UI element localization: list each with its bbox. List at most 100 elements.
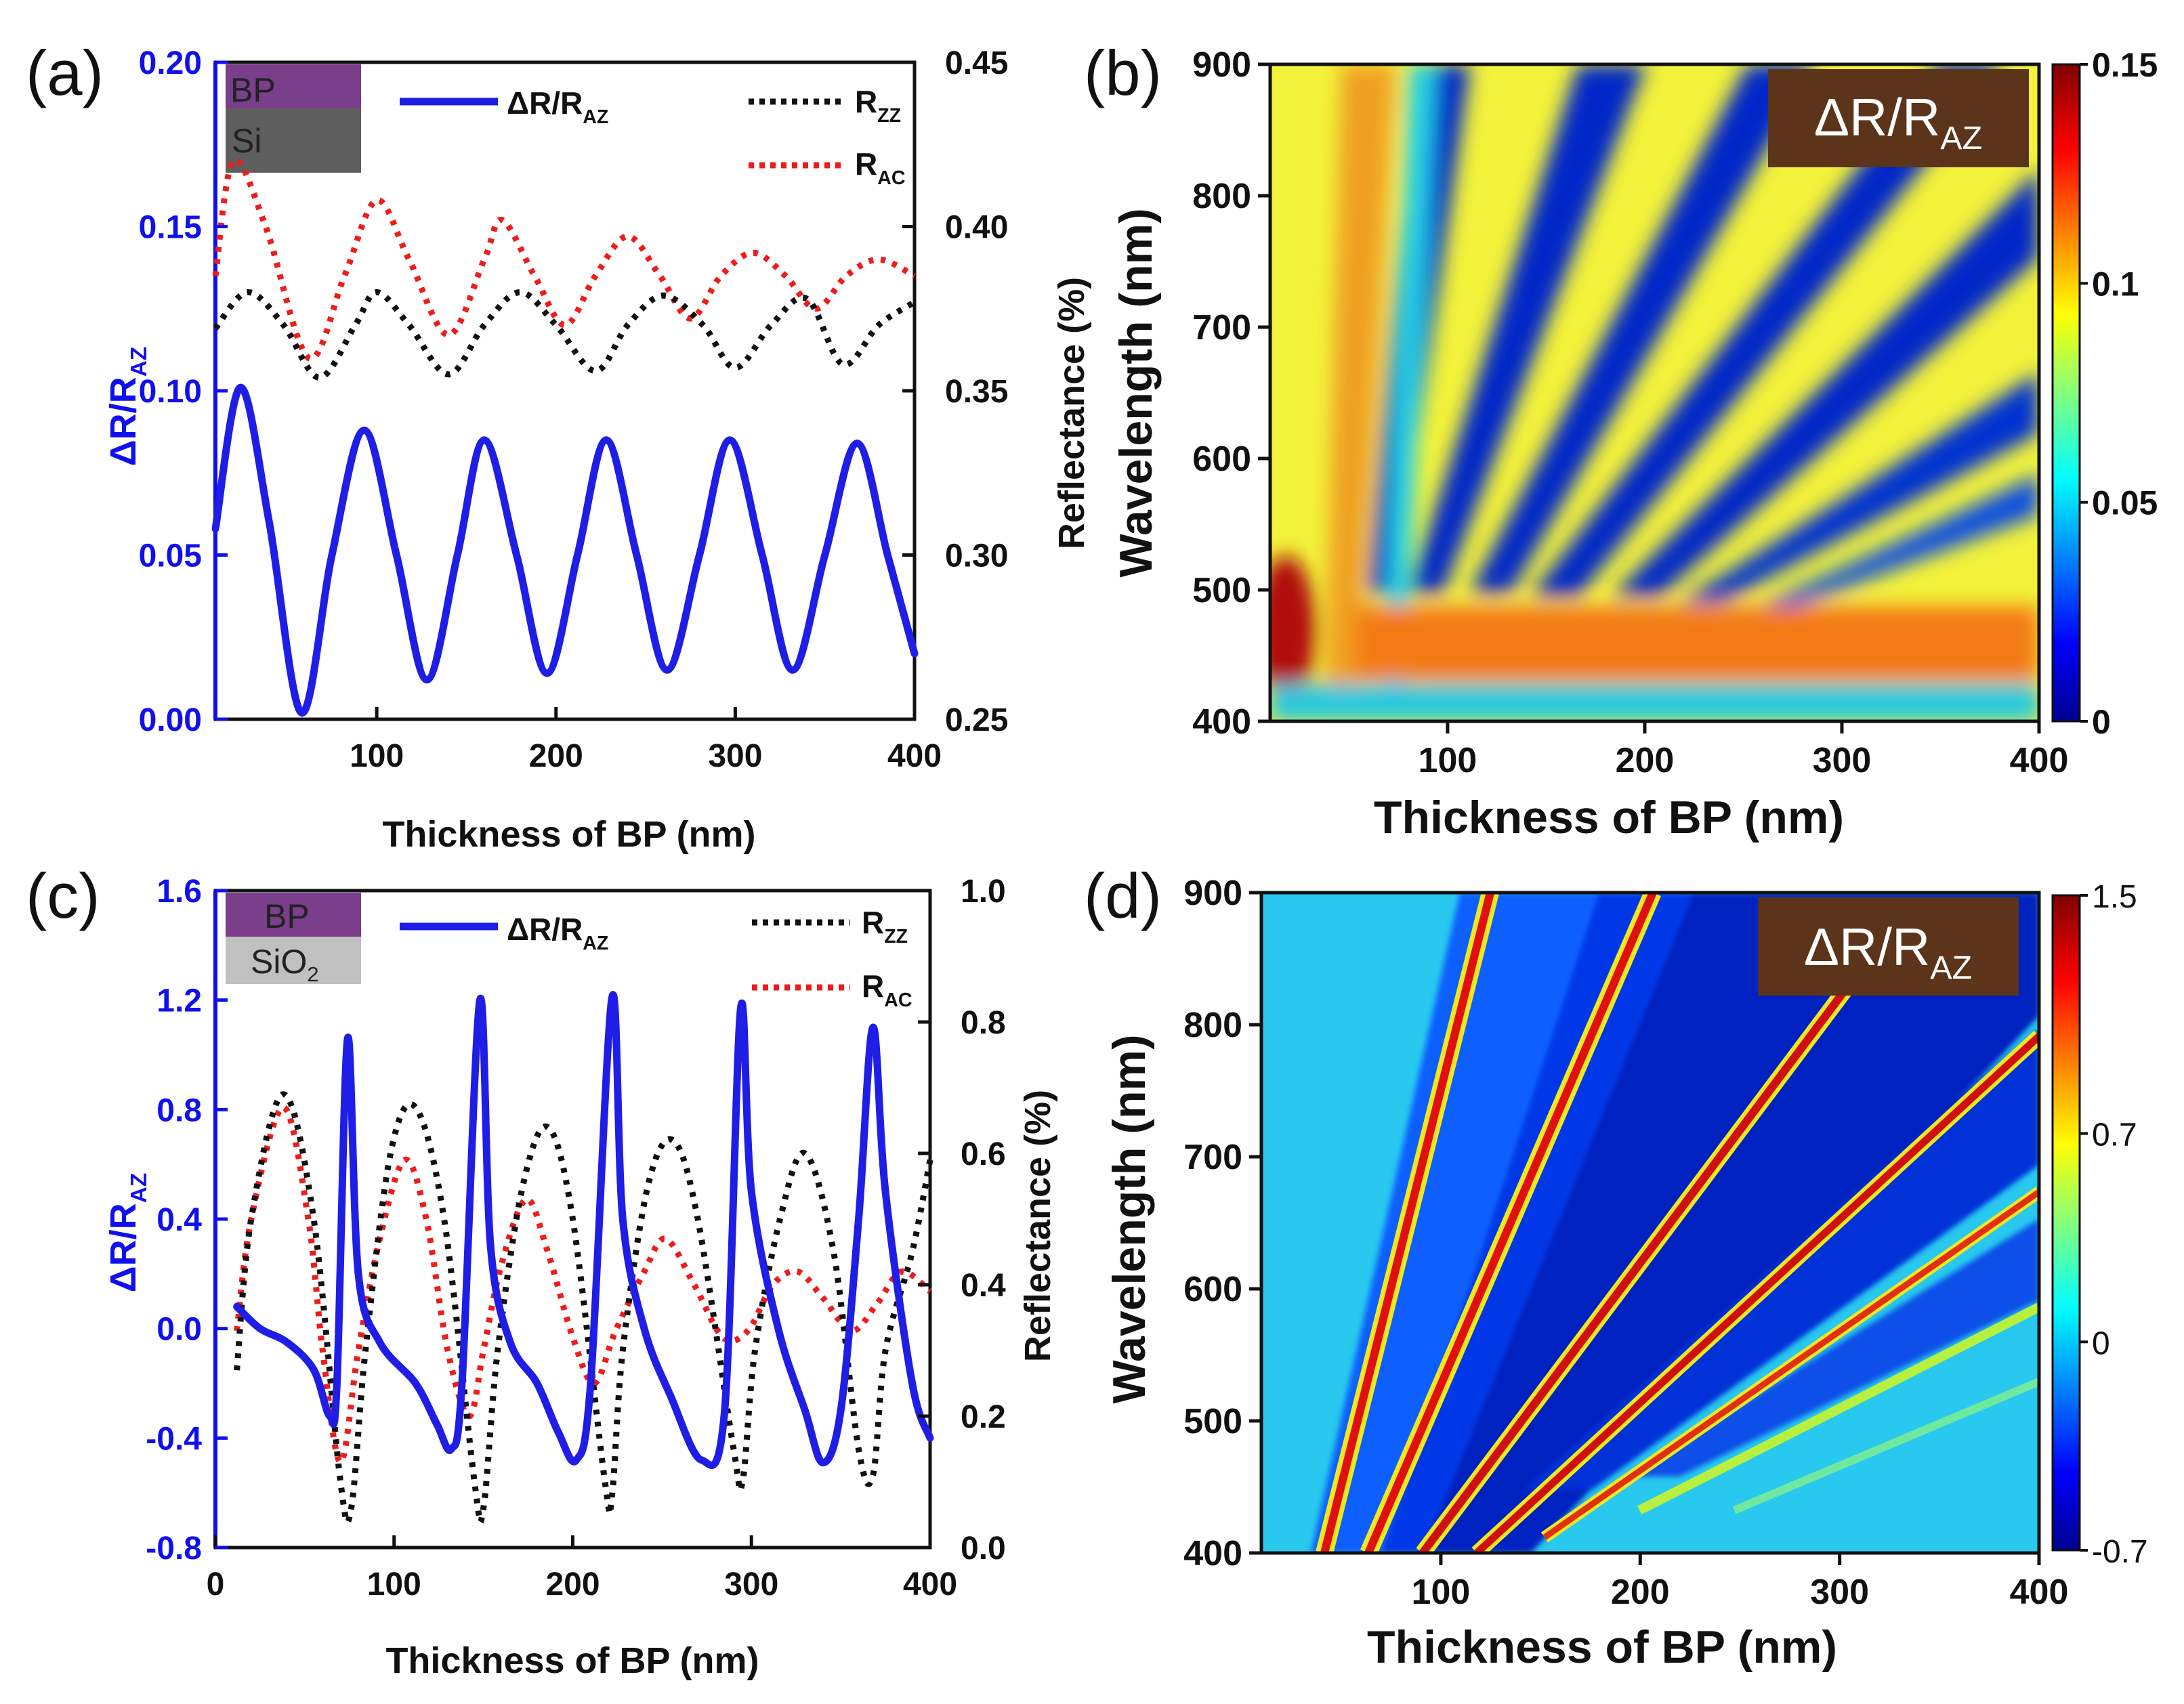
a-ytick-left-label: 0.10: [139, 374, 202, 410]
panel-d-label: (d): [1084, 860, 1162, 931]
panel-a-plot: [211, 156, 919, 717]
a-xtick-label: 100: [350, 738, 404, 774]
a-series-r-ac: [212, 156, 917, 362]
panel-b-ticks: 100 200 300 400 400 500 600 700 800 900 0 0.05 0.1 0.…: [1192, 45, 2158, 780]
panel-c-ylabel-right: Reflectance (%): [1017, 1090, 1058, 1362]
d-xtick-label: 400: [2010, 1573, 2069, 1612]
b-colorbar-tick-label: 0.1: [2092, 265, 2139, 303]
c-xtick-label: 0: [207, 1567, 225, 1602]
inset-bp-layer-c: [226, 893, 361, 937]
legend-a-dr-label: ΔR/RAZ: [507, 85, 608, 128]
panel-b-ylabel: Wavelength (nm): [1110, 208, 1162, 577]
b-ytick-label: 800: [1192, 177, 1251, 216]
b-ytick-label: 600: [1192, 440, 1251, 479]
a-ytick-right-label: 0.45: [945, 45, 1008, 81]
b-colorbar-tick-label: 0.15: [2092, 46, 2158, 84]
d-colorbar-tick-label: 0: [2092, 1325, 2110, 1361]
heatmap-b-band-2: [1409, 64, 1646, 593]
inset-si-layer: [226, 108, 361, 173]
inset-bp-label-c: BP: [264, 897, 310, 935]
panel-d: (d): [1084, 860, 2148, 1673]
c-ytick-right-label: 1.0: [961, 874, 1006, 910]
legend-c-rzz-label: RZZ: [862, 905, 908, 947]
d-ytick-label: 600: [1183, 1270, 1242, 1309]
resonance-line-6: [1637, 1302, 2039, 1515]
heatmap-b-band-7: [1761, 474, 2039, 606]
a-series-rr-az: [211, 383, 919, 717]
d-ytick-label: 900: [1183, 874, 1242, 913]
panel-d-title-box: [1758, 897, 2019, 996]
heatmap-b-band-4: [1531, 64, 2005, 596]
heatmap-b-hotspot: [1270, 555, 1316, 704]
legend-a-rac-label: RAC: [855, 146, 905, 189]
a-ytick-right-label: 0.40: [945, 210, 1008, 246]
panel-b-title-box: [1768, 69, 2029, 167]
b-xtick-label: 300: [1813, 741, 1872, 780]
c-xtick-label: 200: [545, 1567, 600, 1602]
c-ytick-right-label: 0.4: [961, 1268, 1006, 1304]
panel-b-xlabel: Thickness of BP (nm): [1374, 792, 1844, 843]
panel-b-heatmap: [1270, 64, 2039, 721]
inset-si-label: Si: [232, 122, 261, 160]
panel-c-legend: ΔR/RAZ RZZ RAC: [400, 905, 912, 1011]
resonance-line-1: [1320, 893, 1494, 1553]
c-ytick-left-label: -0.8: [146, 1531, 202, 1567]
panel-d-ylabel: Wavelength (nm): [1104, 1034, 1155, 1403]
c-xtick-label: 100: [367, 1567, 421, 1602]
panel-b-colorbar: [2051, 63, 2081, 723]
panel-d-heatmap: [1261, 893, 2039, 1553]
d-ytick-label: 800: [1183, 1006, 1242, 1045]
heatmap-b-band-3: [1470, 64, 1815, 593]
c-xtick-label: 400: [903, 1567, 957, 1602]
d-ytick-label: 500: [1183, 1402, 1242, 1441]
resonance-line-3: [1419, 973, 1860, 1553]
panel-d-xlabel: Thickness of BP (nm): [1367, 1621, 1837, 1673]
panel-a-ticks: 100 200 300 400 0.00 0.05 0.10 0.15 0.20 0.25 0.30…: [139, 45, 1009, 774]
a-ytick-right-label: 0.35: [945, 374, 1008, 410]
d-ytick-label: 700: [1183, 1138, 1242, 1177]
inset-sio2-layer: [226, 937, 361, 984]
legend-c-rac-label: RAC: [862, 968, 912, 1011]
panel-c-ylabel-left: ΔR/RAZ: [103, 1173, 152, 1292]
heatmap-b-bottom-band: [1270, 684, 2039, 721]
c-series-rr-az: [233, 991, 934, 1469]
a-xtick-label: 400: [887, 738, 942, 774]
inset-bp-layer: [226, 64, 361, 108]
c-series-r-zz: [234, 1091, 933, 1525]
heatmap-d-dark-wedge-3: [1423, 893, 2039, 1553]
a-ytick-left-label: 0.15: [139, 210, 202, 246]
heatmap-b-cyan-edge: [1382, 64, 1436, 721]
panel-a-ylabel-left: ΔR/RAZ: [103, 347, 152, 466]
heatmap-b-vertical-ridge: [1324, 64, 1395, 721]
legend-a-rzz-label: RZZ: [855, 84, 901, 127]
heatmap-b-features: [1270, 64, 2039, 721]
heatmap-b-band-5: [1612, 169, 2039, 596]
panel-a-ylabel-right: Reflectance (%): [1051, 277, 1092, 549]
a-ytick-left-label: 0.05: [139, 538, 202, 574]
heatmap-d-resonance-lines: [1316, 893, 2039, 1553]
resonance-line-4: [1474, 1033, 2039, 1553]
a-ytick-left-label: 0.20: [139, 45, 202, 81]
c-ytick-left-label: 1.2: [156, 983, 202, 1019]
panel-d-frame: [1259, 891, 2041, 1555]
b-xtick-label: 100: [1419, 741, 1477, 780]
panel-c-ticks: 0 100 200 300 400 -0.8 -0.4 0.0 0.4 0.8 1.2 1.6 0.0 0…: [146, 874, 1006, 1602]
heatmap-b-band-6: [1680, 372, 2039, 603]
panel-c-label: (c): [26, 860, 100, 931]
a-xtick-label: 300: [708, 738, 762, 774]
panel-b-label: (b): [1084, 37, 1162, 108]
d-colorbar-tick-label: 1.5: [2092, 879, 2137, 915]
c-ytick-left-label: -0.4: [146, 1421, 202, 1457]
c-ytick-left-label: 0.0: [156, 1312, 202, 1348]
a-ytick-left-label: 0.00: [139, 702, 202, 738]
heatmap-b-resonance-band: [1355, 606, 2039, 681]
b-xtick-label: 400: [2010, 741, 2069, 780]
panel-d-title: ΔR/RAZ: [1804, 917, 1972, 986]
d-ytick-label: 400: [1183, 1534, 1242, 1573]
c-ytick-right-label: 0.8: [961, 1005, 1006, 1041]
d-xtick-label: 200: [1611, 1573, 1670, 1612]
panel-b-title: ΔR/RAZ: [1814, 87, 1982, 156]
panel-d-ticks: 100 200 300 400 400 500 600 700 800 900 -0.7 0 0.7 1.…: [1183, 874, 2147, 1612]
